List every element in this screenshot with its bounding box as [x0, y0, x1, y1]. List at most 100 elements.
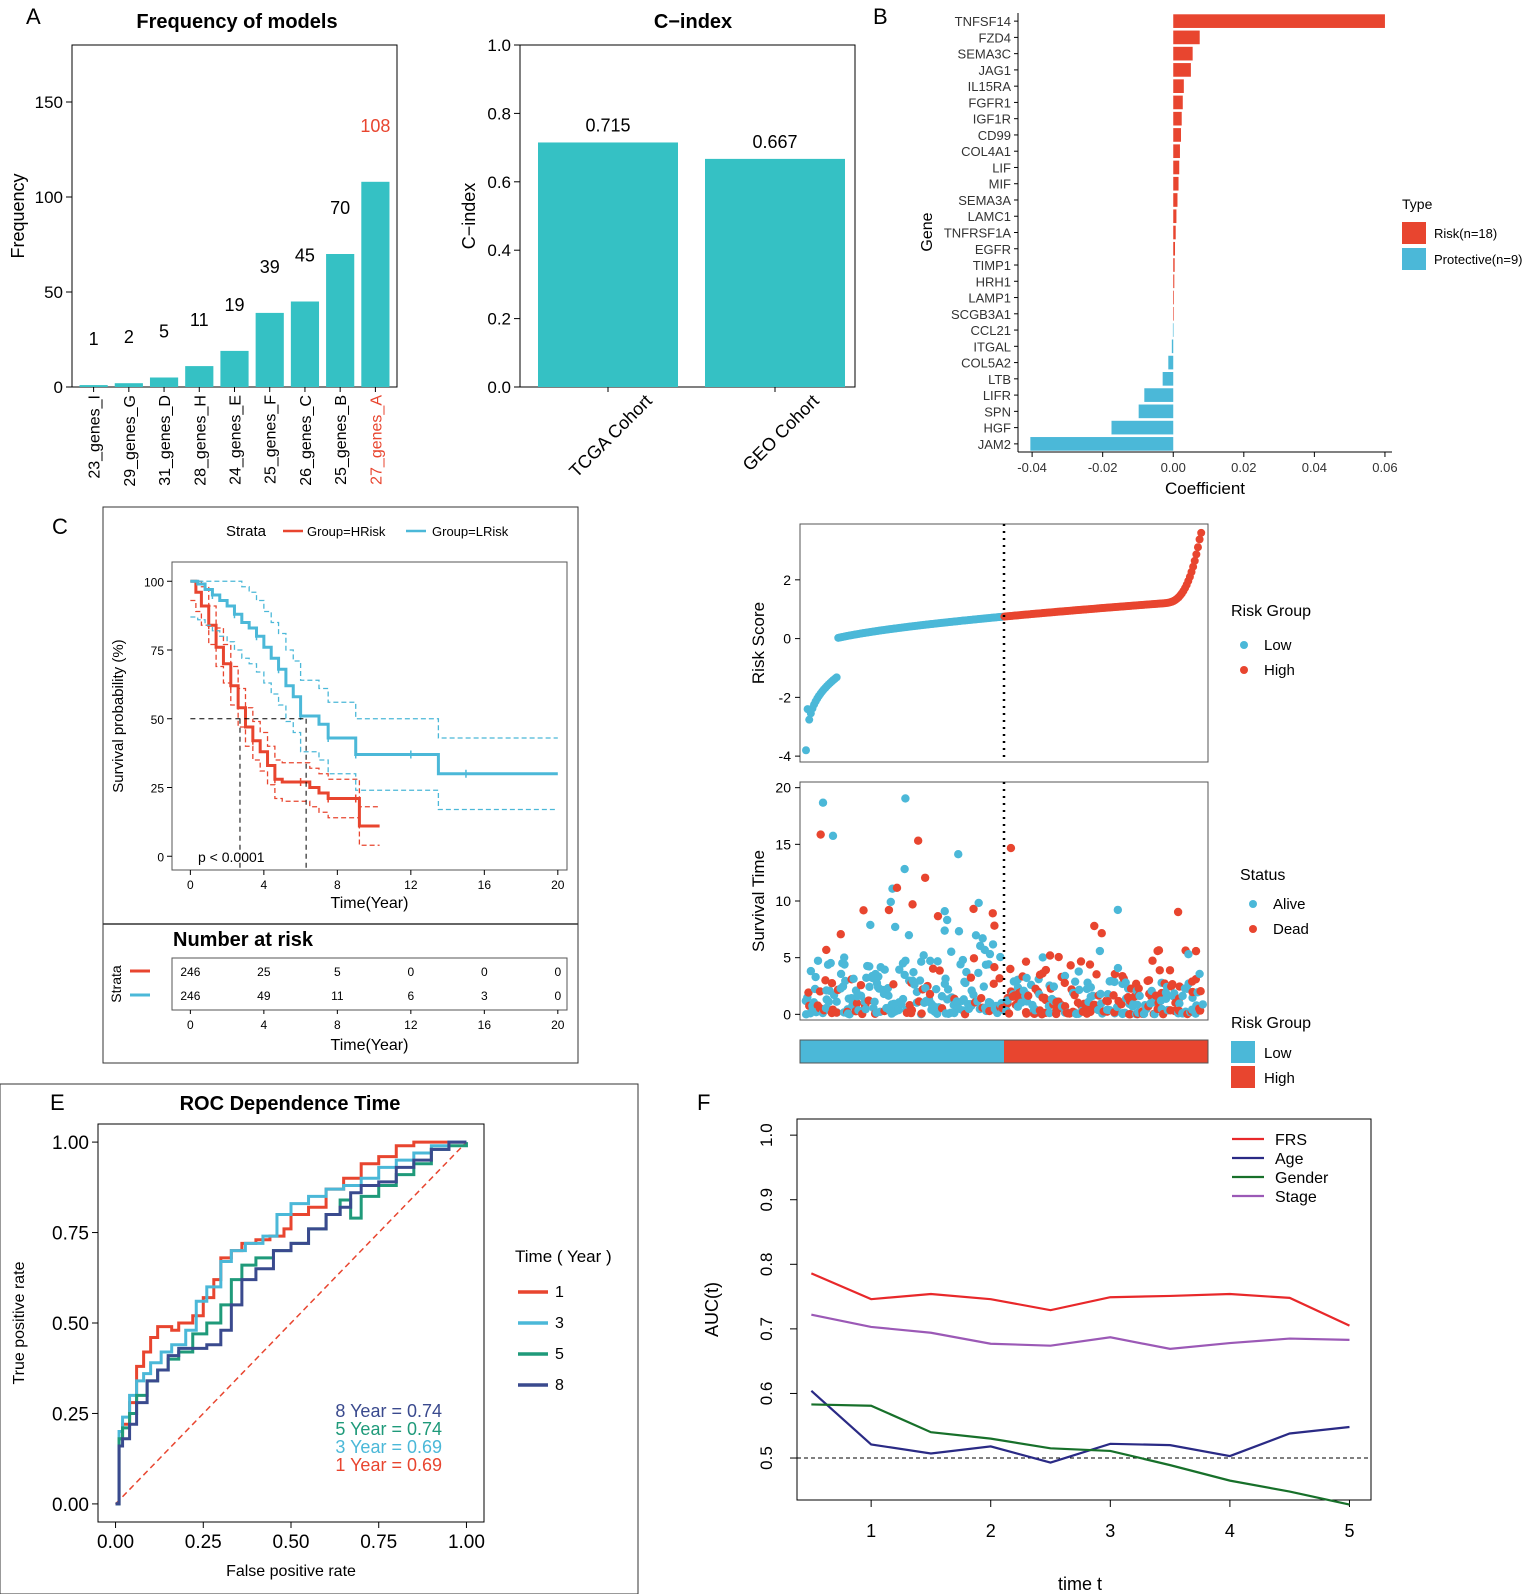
survival-point [841, 976, 850, 986]
survival-point [895, 965, 904, 974]
y-tick-label: 50 [151, 713, 165, 727]
gene-label: SEMA3A [958, 193, 1011, 208]
data-label: 19 [224, 295, 244, 315]
survival-point [865, 982, 874, 992]
y-tick-label: 15 [775, 836, 791, 852]
bar [255, 312, 284, 387]
bar [1173, 258, 1175, 272]
bar [1173, 95, 1183, 110]
bar [1111, 420, 1174, 435]
y-tick-label: 2 [783, 572, 791, 588]
bar [1173, 79, 1184, 93]
survival-point [1095, 946, 1105, 956]
x-tick-label: 1 [866, 1521, 876, 1541]
gene-label: EGFR [975, 242, 1011, 257]
panel-label: B [873, 4, 888, 29]
survival-point [962, 967, 971, 977]
survival-point [1155, 966, 1164, 975]
x-axis-label: Time(Year) [331, 1037, 409, 1054]
gene-label: HGF [984, 421, 1012, 436]
risk-count: 246 [180, 989, 200, 1003]
x-tick-label: 0.02 [1231, 460, 1256, 475]
bar [79, 385, 108, 387]
survival-point [900, 864, 909, 874]
risk-point [1190, 556, 1199, 565]
x-tick-label: 8 [334, 878, 341, 892]
survival-point [954, 849, 963, 859]
x-tick-label: 0.00 [1161, 460, 1186, 475]
legend-label: 1 [555, 1284, 564, 1301]
survival-point [985, 949, 995, 959]
survival-point [1085, 960, 1095, 969]
x-tick-label: 3 [1105, 1521, 1115, 1541]
survival-point [925, 989, 935, 999]
survival-point [933, 911, 943, 921]
legend-dot-high [1240, 666, 1248, 674]
bar [1172, 323, 1174, 337]
legend-label: Dead [1273, 921, 1309, 938]
survival-point [1054, 952, 1063, 962]
y-tick-label: 5 [783, 950, 791, 966]
bar [1173, 225, 1176, 240]
risk-count: 3 [481, 989, 488, 1003]
legend-label: Risk(n=18) [1434, 226, 1497, 241]
x-tick-label: 1.00 [448, 1532, 485, 1553]
survival-point [1097, 929, 1106, 938]
y-tick-label: 0 [54, 378, 63, 397]
survival-point [913, 836, 923, 845]
legend-title: Time ( Year ) [515, 1247, 612, 1266]
survival-point [855, 991, 864, 1000]
y-tick-label: 150 [35, 93, 63, 112]
x-tick-label: -0.02 [1088, 460, 1118, 475]
survival-point [931, 984, 941, 994]
y-tick-label: 0.9 [757, 1188, 776, 1212]
y-tick-label: 0.8 [757, 1252, 776, 1276]
bar [1173, 14, 1385, 28]
survival-point [813, 956, 823, 965]
legend-label: Group=LRisk [432, 524, 509, 539]
x-tick-label: 8 [334, 1018, 341, 1032]
risk-point [1195, 535, 1204, 544]
survival-point [1006, 964, 1015, 974]
survival-point [1118, 971, 1127, 981]
roc-curve-8 [115, 1140, 467, 1506]
x-tick-label: 25_genes_B [333, 395, 350, 485]
risk-count: 0 [554, 965, 561, 979]
x-tick-label: 20 [551, 1018, 565, 1032]
survival-point [933, 957, 942, 966]
survival-point [1196, 987, 1205, 996]
survival-point [941, 974, 950, 983]
x-tick-label: 0.06 [1372, 460, 1397, 475]
x-axis-label: time t [1058, 1574, 1102, 1594]
bar [361, 181, 390, 387]
risk-count: 0 [554, 989, 561, 1003]
survival-point [969, 954, 979, 963]
auc-label: 5 Year = 0.74 [335, 1419, 442, 1439]
x-tick-label: 28_genes_H [192, 395, 209, 486]
survival-point [827, 978, 837, 988]
bar [1173, 63, 1191, 77]
bar [1162, 372, 1174, 386]
survival-point [1074, 967, 1083, 976]
risk-point [1193, 543, 1202, 552]
ci-lower-Group=LRisk [190, 616, 558, 811]
x-tick-label: 27_genes_A [368, 395, 385, 485]
auc-label: 8 Year = 0.74 [335, 1401, 442, 1421]
risk-point [805, 715, 814, 724]
gene-label: COL4A1 [961, 144, 1011, 159]
survival-point [940, 926, 949, 935]
survival-point [1103, 997, 1113, 1006]
survival-point [824, 997, 834, 1007]
survival-point [1060, 971, 1070, 981]
gene-label: LTB [988, 372, 1011, 387]
risk-count: 0 [407, 965, 414, 979]
survival-point [966, 973, 976, 982]
survival-point [836, 930, 845, 939]
survival-point [1004, 1009, 1014, 1018]
bar [1173, 274, 1175, 289]
heat-low [800, 1040, 1004, 1063]
y-axis-label: Risk Score [749, 602, 768, 684]
bar [326, 254, 355, 387]
data-label: 2 [124, 327, 134, 347]
